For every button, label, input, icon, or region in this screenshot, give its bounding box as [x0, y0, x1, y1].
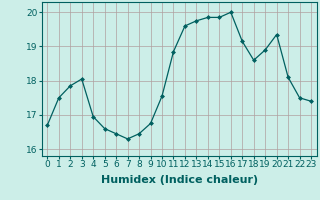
- X-axis label: Humidex (Indice chaleur): Humidex (Indice chaleur): [100, 175, 258, 185]
